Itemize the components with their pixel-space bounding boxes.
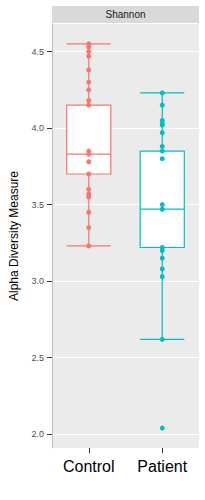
svg-text:Patient: Patient bbox=[137, 458, 187, 475]
svg-text:4.5: 4.5 bbox=[31, 47, 44, 57]
svg-text:Control: Control bbox=[63, 458, 115, 475]
svg-text:3.5: 3.5 bbox=[31, 200, 44, 210]
svg-text:3.0: 3.0 bbox=[31, 276, 44, 286]
svg-text:4.0: 4.0 bbox=[31, 123, 44, 133]
svg-text:Alpha Diversity Measure: Alpha Diversity Measure bbox=[7, 171, 21, 301]
svg-text:2.5: 2.5 bbox=[31, 353, 44, 363]
svg-text:Shannon: Shannon bbox=[105, 9, 145, 20]
svg-text:2.0: 2.0 bbox=[31, 429, 44, 439]
